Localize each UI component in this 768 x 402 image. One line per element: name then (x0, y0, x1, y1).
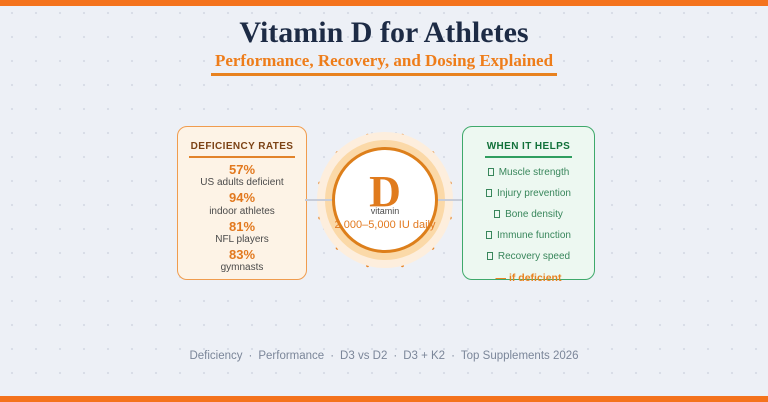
footer-topic: D3 vs D2 (340, 350, 388, 362)
benefit-item: Recovery speed (463, 251, 594, 263)
footer-separator: · (248, 350, 253, 362)
benefits-card-title: WHEN IT HELPS (484, 141, 573, 158)
checkbox-icon (486, 231, 493, 239)
benefit-item: Muscle strength (463, 167, 594, 179)
deficiency-rates-card: DEFICIENCY RATES 57% US adults deficient… (177, 126, 307, 280)
stat-gymnasts: 83% gymnasts (178, 246, 306, 274)
benefit-label: Recovery speed (497, 251, 571, 262)
benefit-item: Injury prevention (463, 188, 594, 200)
footer-separator: · (451, 350, 455, 362)
benefit-label: Bone density (505, 209, 563, 220)
benefits-list: Muscle strength Injury prevention Bone d… (463, 167, 594, 263)
stat-value: 81% (228, 218, 256, 234)
connector-line-right (428, 199, 462, 201)
stat-us-adults: 57% US adults deficient (178, 162, 306, 189)
stat-value: 57% (228, 162, 256, 177)
footer-topic: Deficiency (189, 350, 243, 362)
footer-separator: · (393, 350, 398, 362)
dose-text: 2,000–5,000 IU daily (334, 218, 436, 231)
benefits-footnote: — if deficient (495, 272, 562, 284)
stat-value: 83% (228, 246, 256, 262)
benefit-label: Immune function (497, 230, 571, 241)
benefit-label: Muscle strength (498, 167, 570, 178)
stat-indoor-athletes: 94% indoor athletes (178, 190, 306, 217)
checkbox-icon (494, 210, 501, 218)
top-accent-bar (0, 0, 768, 6)
checkbox-icon (487, 168, 494, 176)
page-subtitle: Performance, Recovery, and Dosing Explai… (214, 50, 554, 70)
footer-separator: · (330, 350, 335, 362)
stat-label: US adults deficient (200, 177, 284, 189)
deficiency-card-title: DEFICIENCY RATES (188, 141, 296, 158)
benefit-item: Bone density (463, 209, 594, 221)
benefit-item: Immune function (463, 230, 594, 242)
footer-topic: Top Supplements 2026 (460, 350, 579, 362)
footer-topics: Deficiency · Performance · D3 vs D2 · D3 + K2 ·… (0, 350, 768, 362)
stat-value: 94% (228, 190, 256, 206)
vitamin-letter: D (369, 166, 401, 216)
bottom-accent-bar (0, 396, 768, 402)
vitamin-d-sun-badge: D vitamin 2,000–5,000 IU daily (317, 132, 453, 268)
subtitle-underline: Performance, Recovery, and Dosing Explai… (210, 50, 558, 76)
header: Vitamin D for Athletes Performance, Reco… (0, 17, 768, 76)
stat-label: indoor athletes (209, 205, 275, 217)
footer-topic: D3 + K2 (403, 350, 446, 362)
footer-topic: Performance (258, 350, 325, 362)
benefit-label: Injury prevention (497, 188, 571, 199)
stat-nfl-players: 81% NFL players (178, 218, 306, 245)
stat-label: NFL players (215, 233, 269, 245)
when-it-helps-card: WHEN IT HELPS Muscle strength Injury pre… (462, 126, 595, 284)
stat-label: gymnasts (220, 262, 264, 274)
checkbox-icon (486, 189, 493, 197)
checkbox-icon (486, 252, 493, 260)
vitamin-label: vitamin (370, 205, 400, 216)
connector-line-left (305, 199, 341, 201)
deficiency-stats: 57% US adults deficient 94% indoor athle… (178, 162, 306, 274)
sun-disc: D vitamin 2,000–5,000 IU daily (332, 147, 438, 253)
page-title: Vitamin D for Athletes (239, 16, 529, 49)
